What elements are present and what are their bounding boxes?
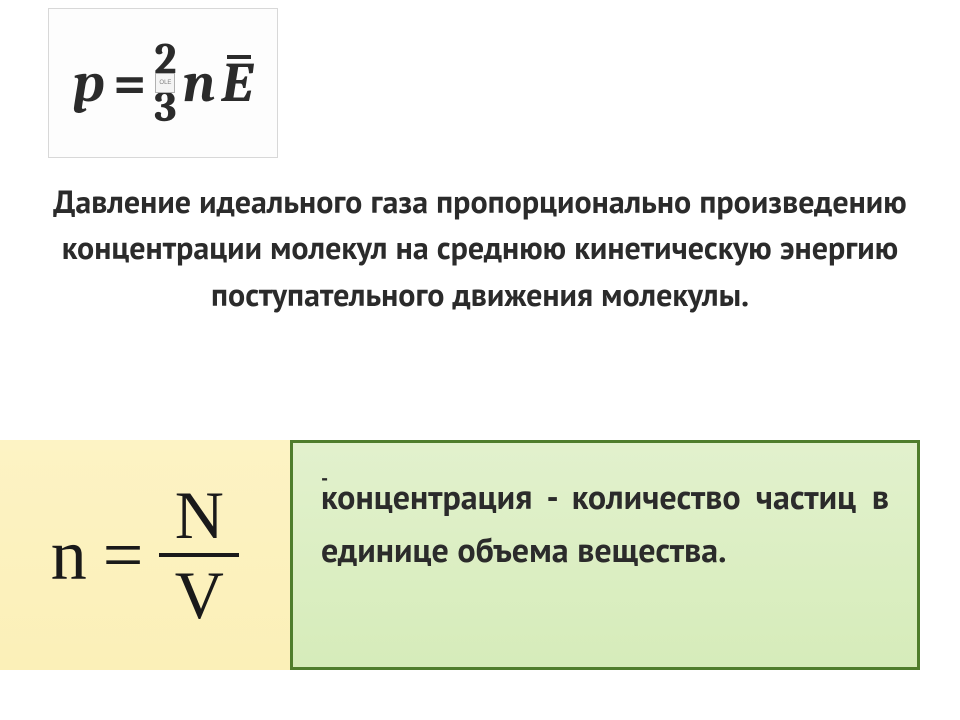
fraction-two-thirds: 2 OLE 3	[154, 37, 176, 129]
var-E-mean: E	[221, 51, 253, 115]
statement-text: Давление идеального газа пропорционально…	[50, 178, 910, 317]
definition-term: концентрация	[321, 475, 532, 519]
denominator-V: V	[175, 557, 224, 629]
equals-sign: =	[111, 51, 148, 115]
mean-bar	[227, 55, 251, 59]
fraction-N-over-V: N V	[159, 481, 239, 629]
var-n2: n	[51, 514, 87, 597]
concentration-equation: n = N V	[51, 481, 240, 629]
definition-box: - концентрация - количество частиц в еди…	[290, 440, 920, 670]
definition-text: концентрация - количество частиц в едини…	[321, 471, 889, 576]
numerator-N: N	[175, 481, 224, 553]
bottom-row: n = N V - концентрация - количество част…	[0, 440, 920, 670]
pressure-equation: p = 2 OLE 3 n E	[73, 37, 253, 129]
concentration-formula-box: n = N V	[0, 440, 290, 670]
equals-sign-2: =	[99, 514, 148, 597]
var-n: n	[183, 51, 216, 115]
var-p: p	[73, 51, 105, 115]
list-dash: -	[321, 463, 328, 494]
var-E: E	[221, 51, 253, 115]
pressure-formula-box: p = 2 OLE 3 n E	[48, 8, 278, 158]
ole-placeholder-icon: OLE	[155, 73, 175, 93]
